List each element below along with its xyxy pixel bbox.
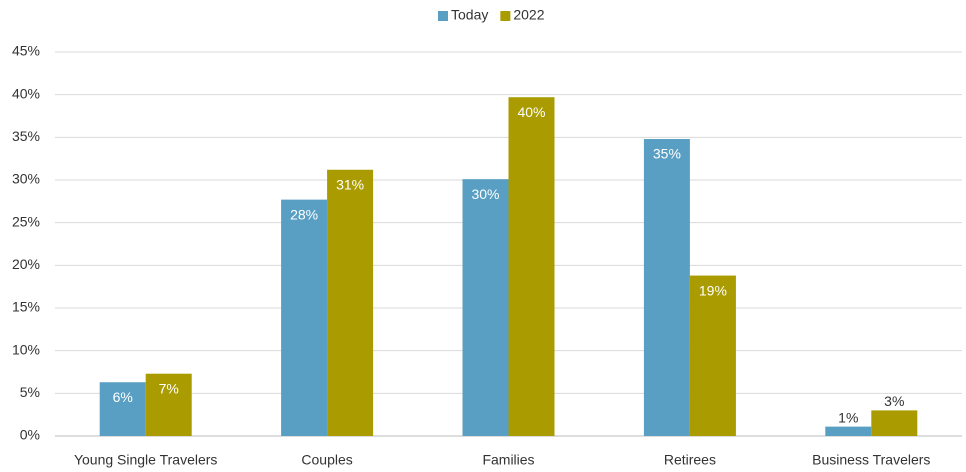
legend-label: 2022 xyxy=(513,7,544,23)
y-tick-label: 5% xyxy=(20,384,40,400)
value-label: 31% xyxy=(336,176,364,192)
x-tick-label: Families xyxy=(482,452,534,468)
value-label: 1% xyxy=(838,409,858,425)
x-tick-label: Couples xyxy=(301,452,352,468)
value-label: 30% xyxy=(471,186,499,202)
legend-swatch xyxy=(500,11,511,21)
bar xyxy=(871,410,918,436)
value-label: 7% xyxy=(159,380,179,396)
legend-label: Today xyxy=(451,7,488,23)
value-label: 35% xyxy=(653,146,681,162)
bar xyxy=(145,373,192,436)
value-label: 6% xyxy=(113,389,133,405)
y-tick-label: 30% xyxy=(12,171,40,187)
y-tick-label: 45% xyxy=(12,43,40,59)
value-label: 28% xyxy=(290,206,318,222)
bar xyxy=(689,275,736,436)
y-tick-label: 15% xyxy=(12,299,40,315)
bar xyxy=(462,179,509,436)
value-label: 3% xyxy=(884,393,904,409)
bar xyxy=(825,426,872,436)
bar xyxy=(281,199,328,436)
y-tick-label: 40% xyxy=(12,85,40,101)
x-tick-label: Young Single Travelers xyxy=(74,452,217,468)
value-label: 19% xyxy=(699,282,727,298)
bar xyxy=(99,382,146,436)
legend-swatch xyxy=(438,11,448,21)
y-tick-label: 20% xyxy=(12,256,40,272)
bar xyxy=(508,97,555,436)
x-tick-label: Retirees xyxy=(664,452,716,468)
value-label: 40% xyxy=(517,104,545,120)
bar xyxy=(643,139,690,437)
bar xyxy=(327,169,374,436)
y-tick-label: 25% xyxy=(12,213,40,229)
x-tick-label: Business Travelers xyxy=(812,452,930,468)
y-tick-label: 10% xyxy=(12,341,40,357)
y-tick-label: 35% xyxy=(12,128,40,144)
y-tick-label: 0% xyxy=(20,427,40,443)
